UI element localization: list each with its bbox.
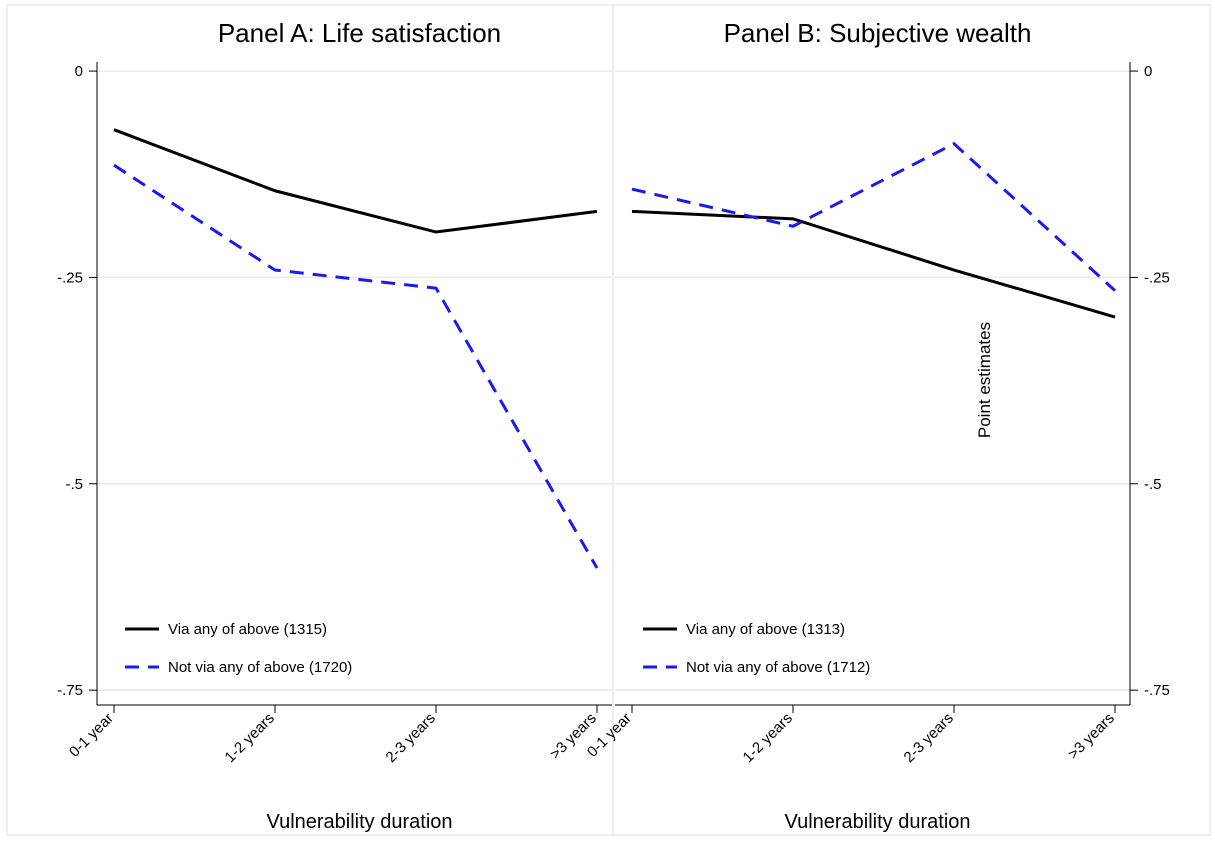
data-line <box>631 141 1117 292</box>
annotation: Point estimates <box>975 322 994 438</box>
chart-title: Panel A: Life satisfaction <box>218 18 501 48</box>
legend-label: Not via any of above (1720) <box>168 659 352 676</box>
y-tick-label: -.75 <box>1144 682 1170 699</box>
y-tick-label: 0 <box>75 63 83 80</box>
x-axis-label: Vulnerability duration <box>784 811 970 833</box>
outer-frame <box>6 4 1211 836</box>
data-line <box>631 209 1116 319</box>
data-line <box>113 128 598 234</box>
y-tick-label: -.5 <box>65 476 83 493</box>
chart-title: Panel B: Subjective wealth <box>724 18 1032 48</box>
legend-label: Via any of above (1315) <box>168 621 327 638</box>
y-tick-label: -.25 <box>57 269 83 286</box>
y-tick-label: 0 <box>1144 63 1152 80</box>
legend-label: Not via any of above (1712) <box>686 659 870 676</box>
y-tick-label: -.5 <box>1144 476 1162 493</box>
y-tick-label: -.25 <box>1144 269 1170 286</box>
legend-label: Via any of above (1313) <box>686 621 845 638</box>
x-axis-label: Vulnerability duration <box>266 811 452 833</box>
data-line <box>113 163 599 569</box>
y-tick-label: -.75 <box>57 682 83 699</box>
